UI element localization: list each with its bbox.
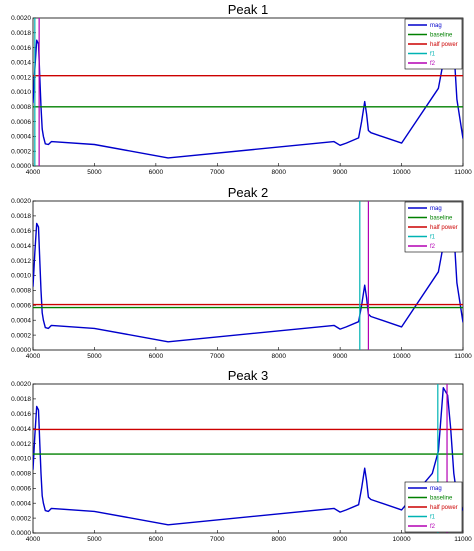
y-tick-label: 0.0018	[11, 30, 31, 37]
y-tick-label: 0.0002	[11, 515, 31, 522]
x-tick-label: 11000	[454, 353, 472, 360]
legend-label: half power	[430, 225, 458, 231]
legend-label: f1	[430, 515, 436, 521]
y-tick-label: 0.0014	[11, 243, 31, 250]
x-tick-label: 10000	[393, 353, 411, 360]
legend-label: baseline	[430, 496, 453, 502]
y-tick-label: 0.0000	[11, 163, 31, 170]
series-mag-curve	[33, 207, 463, 343]
x-tick-label: 10000	[393, 169, 411, 176]
x-tick-label: 5000	[87, 169, 102, 176]
legend-label: baseline	[430, 216, 453, 222]
y-tick-label: 0.0006	[11, 486, 31, 493]
y-tick-label: 0.0016	[11, 45, 31, 52]
y-tick-label: 0.0006	[11, 303, 31, 310]
x-tick-label: 8000	[271, 353, 286, 360]
x-tick-label: 4000	[26, 169, 41, 176]
legend-label: f2	[430, 61, 436, 67]
y-tick-label: 0.0008	[11, 288, 31, 295]
legend-label: mag	[430, 206, 442, 212]
y-tick-label: 0.0004	[11, 500, 31, 507]
y-tick-label: 0.0012	[11, 74, 31, 81]
legend-label: half power	[430, 42, 458, 48]
y-tick-label: 0.0000	[11, 347, 31, 354]
y-tick-label: 0.0008	[11, 471, 31, 478]
y-tick-label: 0.0012	[11, 441, 31, 448]
y-tick-label: 0.0020	[11, 381, 31, 388]
legend-label: mag	[430, 486, 442, 492]
series-mag-curve	[33, 24, 463, 159]
legend: mag baseline half power f1 f2	[404, 201, 463, 253]
legend-label: f1	[430, 235, 436, 241]
chart-panel-1: Peak 1 0.0000 0.0002 0.0004 0.0006 0.0008 0.00…	[11, 2, 472, 176]
plot-frame	[32, 17, 464, 167]
chart-title: Peak 3	[228, 368, 268, 383]
x-tick-label: 8000	[271, 536, 286, 543]
y-tick-label: 0.0004	[11, 134, 31, 141]
x-tick-label: 5000	[87, 536, 102, 543]
plot-frame	[32, 383, 464, 534]
chart-panel-2: Peak 2 0.0000 0.0002 0.0004 0.0006 0.0008 0.00…	[11, 185, 472, 360]
x-tick-label: 9000	[333, 353, 348, 360]
legend-label: f2	[430, 524, 436, 530]
y-tick-label: 0.0010	[11, 89, 31, 96]
x-tick-label: 4000	[26, 536, 41, 543]
y-tick-label: 0.0002	[11, 148, 31, 155]
legend-label: f2	[430, 244, 436, 250]
series-mag-curve	[33, 387, 463, 526]
legend: mag baseline half power f1 f2	[404, 481, 463, 533]
y-tick-label: 0.0010	[11, 273, 31, 280]
y-tick-label: 0.0014	[11, 426, 31, 433]
y-tick-label: 0.0020	[11, 198, 31, 205]
legend-label: mag	[430, 23, 442, 29]
y-tick-label: 0.0012	[11, 258, 31, 265]
y-tick-label: 0.0002	[11, 332, 31, 339]
plot-frame	[32, 200, 464, 351]
x-tick-label: 7000	[210, 353, 225, 360]
x-tick-label: 9000	[333, 536, 348, 543]
y-tick-label: 0.0018	[11, 396, 31, 403]
chart-panel-3: Peak 3 0.0000 0.0002 0.0004 0.0006 0.0008 0.00…	[11, 368, 472, 543]
y-tick-label: 0.0010	[11, 456, 31, 463]
y-tick-label: 0.0004	[11, 317, 31, 324]
y-tick-label: 0.0018	[11, 213, 31, 220]
x-tick-label: 7000	[210, 169, 225, 176]
x-tick-label: 7000	[210, 536, 225, 543]
y-tick-label: 0.0008	[11, 104, 31, 111]
plot-area	[33, 18, 463, 166]
y-tick-label: 0.0000	[11, 530, 31, 537]
x-tick-label: 6000	[149, 169, 164, 176]
y-tick-label: 0.0016	[11, 411, 31, 418]
x-tick-label: 6000	[149, 536, 164, 543]
x-tick-label: 11000	[454, 169, 472, 176]
y-tick-label: 0.0014	[11, 60, 31, 67]
plot-area	[33, 384, 463, 533]
chart-title: Peak 1	[228, 2, 268, 17]
x-tick-label: 5000	[87, 353, 102, 360]
legend-label: half power	[430, 505, 458, 511]
x-tick-label: 9000	[333, 169, 348, 176]
y-tick-label: 0.0016	[11, 228, 31, 235]
x-tick-label: 10000	[393, 536, 411, 543]
y-tick-label: 0.0006	[11, 119, 31, 126]
legend-label: baseline	[430, 33, 453, 39]
x-tick-label: 11000	[454, 536, 472, 543]
chart-title: Peak 2	[228, 185, 268, 200]
legend-label: f1	[430, 52, 436, 58]
x-tick-label: 6000	[149, 353, 164, 360]
y-tick-label: 0.0020	[11, 15, 31, 22]
x-tick-label: 4000	[26, 353, 41, 360]
plot-area	[33, 201, 463, 350]
legend: mag baseline half power f1 f2	[404, 18, 463, 70]
x-tick-label: 8000	[271, 169, 286, 176]
